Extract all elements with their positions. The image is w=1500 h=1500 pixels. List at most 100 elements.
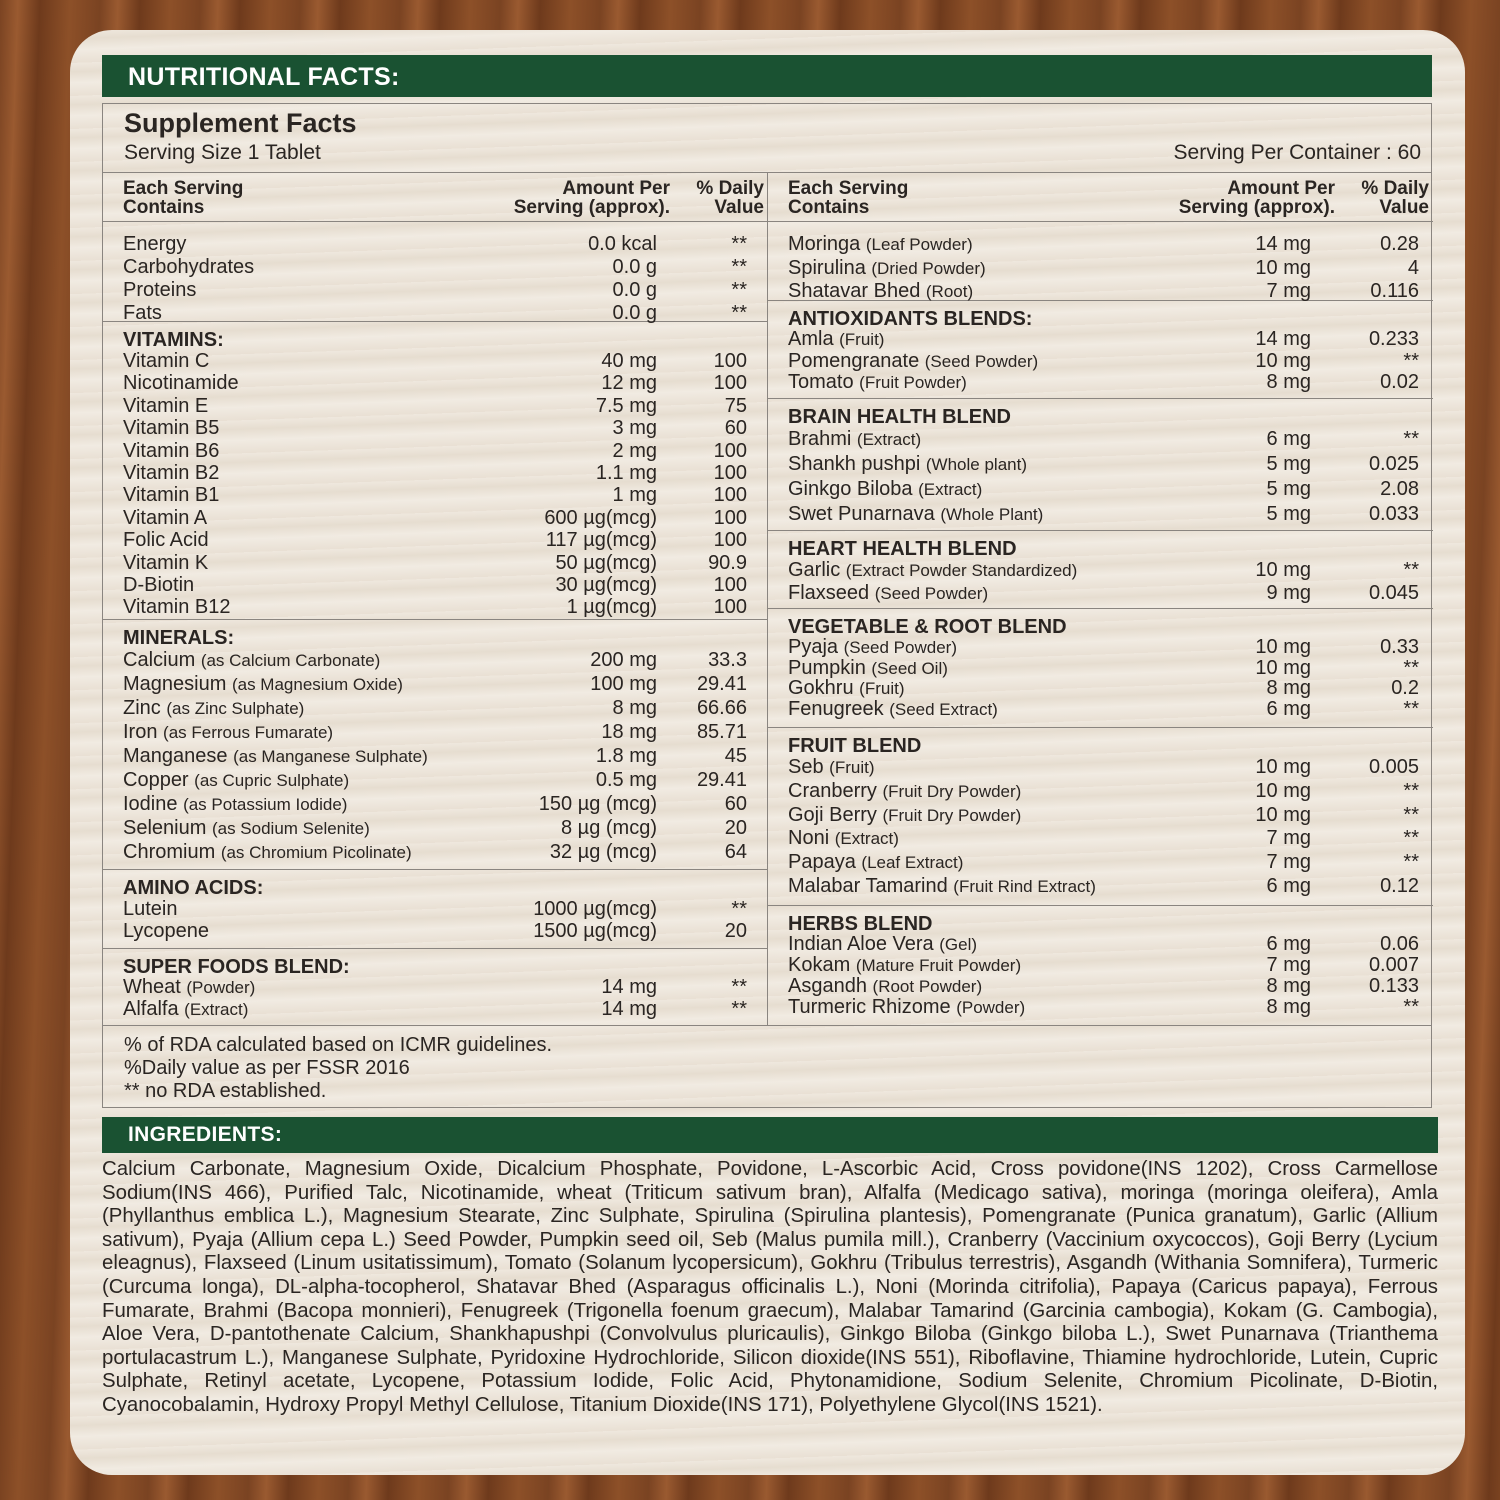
nutrient-name: Pumpkin (Seed Oil) xyxy=(788,657,948,680)
nutrient-name-text: Zinc xyxy=(123,697,161,719)
nutrient-row: Gokhru (Fruit) 8 mg 0.2 xyxy=(768,678,1433,699)
nutrient-name: Fenugreek (Seed Extract) xyxy=(788,698,998,721)
nutrient-section: SUPER FOODS BLEND: Wheat (Powder) 14 mg ** A… xyxy=(103,949,768,1026)
nutrient-daily-value: 60 xyxy=(724,417,747,440)
nutrient-name: Lutein xyxy=(123,898,178,920)
column-header-amount-line: Serving (approx). xyxy=(513,197,670,218)
nutrient-name-text: Fats xyxy=(123,302,162,324)
nutrient-amount: 117 µg(mcg) xyxy=(545,529,657,552)
nutrient-name-text: Alfalfa xyxy=(123,997,179,1020)
nutrient-source-note: (Powder) xyxy=(186,978,256,997)
nutrient-amount: 8 mg xyxy=(1266,975,1311,997)
nutrient-row: Magnesium (as Magnesium Oxide) 100 mg 29.4… xyxy=(103,672,768,696)
nutrient-daily-value: ** xyxy=(731,233,747,255)
nutrient-row: Spirulina (Dried Powder) 10 mg 4 xyxy=(768,257,1433,281)
nutrient-name-text: Cranberry xyxy=(788,779,877,802)
nutrient-amount: 18 mg xyxy=(601,721,657,743)
nutrient-name: Tomato (Fruit Powder) xyxy=(788,371,967,394)
nutrient-amount: 5 mg xyxy=(1266,503,1311,525)
nutrient-source-note: (Fruit) xyxy=(829,758,875,777)
nutrient-section: ANTIOXIDANTS BLENDS: Amla (Fruit) 14 mg 0.2… xyxy=(768,301,1433,399)
column-header-item-line: Each Serving xyxy=(123,178,244,199)
nutrient-daily-value: 0.12 xyxy=(1380,874,1419,897)
nutrient-name-text: Vitamin B5 xyxy=(123,417,220,440)
nutrient-name: Vitamin K xyxy=(123,552,208,574)
nutrient-name: Vitamin B6 xyxy=(123,440,219,462)
nutrient-daily-value: 100 xyxy=(713,439,747,462)
nutrient-daily-value: 0.005 xyxy=(1368,756,1419,778)
column-header-item-line: Each Serving xyxy=(788,178,909,199)
nutrient-amount: 7 mg xyxy=(1266,954,1311,976)
nutrient-name: Manganese (as Manganese Sulphate) xyxy=(123,744,428,769)
nutrient-name-text: Manganese xyxy=(123,745,228,767)
nutrient-name-text: Kokam xyxy=(788,954,851,976)
nutrient-name-text: Shatavar Bhed xyxy=(788,280,921,302)
nutrient-daily-value: 2.08 xyxy=(1380,478,1419,500)
nutrient-daily-value: 0.033 xyxy=(1368,503,1419,525)
nutrient-daily-value: ** xyxy=(1403,349,1419,372)
nutrient-amount: 3 mg xyxy=(612,417,657,440)
nutrient-name-text: Energy xyxy=(123,233,187,255)
serving-size: Serving Size 1 Tablet xyxy=(124,141,321,164)
nutrient-amount: 5 mg xyxy=(1266,478,1311,500)
nutrient-source-note: (as Ferrous Fumarate) xyxy=(163,723,334,742)
nutrient-daily-value: 100 xyxy=(713,484,747,507)
nutrient-section: Energy 0.0 kcal ** Carbohydrates 0.0 g ** Prot… xyxy=(103,222,768,324)
nutrient-row: Carbohydrates 0.0 g ** xyxy=(103,256,768,279)
nutrient-section: MINERALS: Calcium (as Calcium Carbonate) 2… xyxy=(103,620,768,870)
nutrient-source-note: (Leaf Powder) xyxy=(865,235,973,254)
nutrient-amount: 150 µg (mcg) xyxy=(538,793,657,815)
nutrient-row: Manganese (as Manganese Sulphate) 1.8 mg 4… xyxy=(103,744,768,768)
nutrient-name: Nicotinamide xyxy=(123,372,239,394)
nutrient-source-note: (as Calcium Carbonate) xyxy=(200,651,381,670)
nutrient-daily-value: 33.3 xyxy=(708,649,747,671)
section-title: HEART HEALTH BLEND xyxy=(788,538,1017,560)
nutrient-source-note: (Extract) xyxy=(918,480,983,499)
column-header-amount-line: Amount Per xyxy=(1227,178,1335,199)
nutrient-amount: 0.0 g xyxy=(612,302,657,324)
nutrient-source-note: (Root) xyxy=(925,282,974,301)
ingredients-text: Calcium Carbonate, Magnesium Oxide, Dica… xyxy=(102,1158,1438,1416)
nutrient-amount: 8 mg xyxy=(1266,996,1311,1018)
nutrient-row: Papaya (Leaf Extract) 7 mg ** xyxy=(768,851,1433,875)
nutrient-source-note: (Extract) xyxy=(184,999,249,1019)
nutrient-name-text: Nicotinamide xyxy=(123,372,239,395)
nutrient-section: VITAMINS: Vitamin C 40 mg 100 Nicotinamide 12… xyxy=(103,322,768,620)
nutrient-name: Vitamin B1 xyxy=(123,484,219,506)
nutrient-amount: 8 mg xyxy=(1266,371,1311,393)
column-header-daily-value-line: Value xyxy=(1379,197,1429,218)
nutrient-row: Iron (as Ferrous Fumarate) 18 mg 85.71 xyxy=(103,720,768,744)
nutrient-name: Vitamin A xyxy=(123,507,207,529)
nutrient-amount: 600 µg(mcg) xyxy=(544,506,657,529)
nutrient-amount: 10 mg xyxy=(1255,349,1311,372)
nutrient-name: Ginkgo Biloba (Extract) xyxy=(788,477,982,502)
column-header-daily-value: % Daily Value xyxy=(696,179,764,217)
nutrient-amount: 1000 µg(mcg) xyxy=(533,898,657,920)
nutrient-source-note: (Powder) xyxy=(956,998,1026,1017)
nutrient-name: Shatavar Bhed (Root) xyxy=(788,280,973,304)
nutrient-name: Seb (Fruit) xyxy=(788,756,874,780)
nutrient-row: Lutein 1000 µg(mcg) ** xyxy=(103,898,768,920)
section-title: VITAMINS: xyxy=(123,329,224,351)
nutrient-daily-value: ** xyxy=(731,256,747,278)
nutrient-row: Goji Berry (Fruit Dry Powder) 10 mg ** xyxy=(768,804,1433,828)
column-header-item: Each Serving Contains xyxy=(123,179,243,217)
nutrient-source-note: (Root Powder) xyxy=(872,977,983,996)
nutrient-source-note: (as Potassium Iodide) xyxy=(183,795,348,814)
nutrient-name-text: Brahmi xyxy=(788,428,852,450)
nutrient-daily-value: ** xyxy=(1403,851,1419,874)
nutrient-name-text: Vitamin A xyxy=(123,506,208,529)
nutrient-name: Iodine (as Potassium Iodide) xyxy=(123,792,347,817)
nutrient-name-text: Vitamin B1 xyxy=(123,484,220,507)
nutrient-daily-value: 29.41 xyxy=(696,769,747,791)
nutrient-row: Seb (Fruit) 10 mg 0.005 xyxy=(768,756,1433,780)
nutrient-row: Vitamin B12 1 µg(mcg) 100 xyxy=(103,596,768,618)
nutrient-amount: 14 mg xyxy=(601,976,657,998)
nutrient-amount: 9 mg xyxy=(1266,582,1311,604)
nutrient-amount: 10 mg xyxy=(1255,779,1311,802)
nutrient-daily-value: 20 xyxy=(724,920,747,942)
column-headers: Each Serving Contains Amount Per Serving (a… xyxy=(768,172,1433,222)
nutrient-name-text: Asgandh xyxy=(788,975,867,997)
nutrient-name-text: Vitamin B2 xyxy=(123,461,220,484)
nutrient-row: Fenugreek (Seed Extract) 6 mg ** xyxy=(768,698,1433,721)
